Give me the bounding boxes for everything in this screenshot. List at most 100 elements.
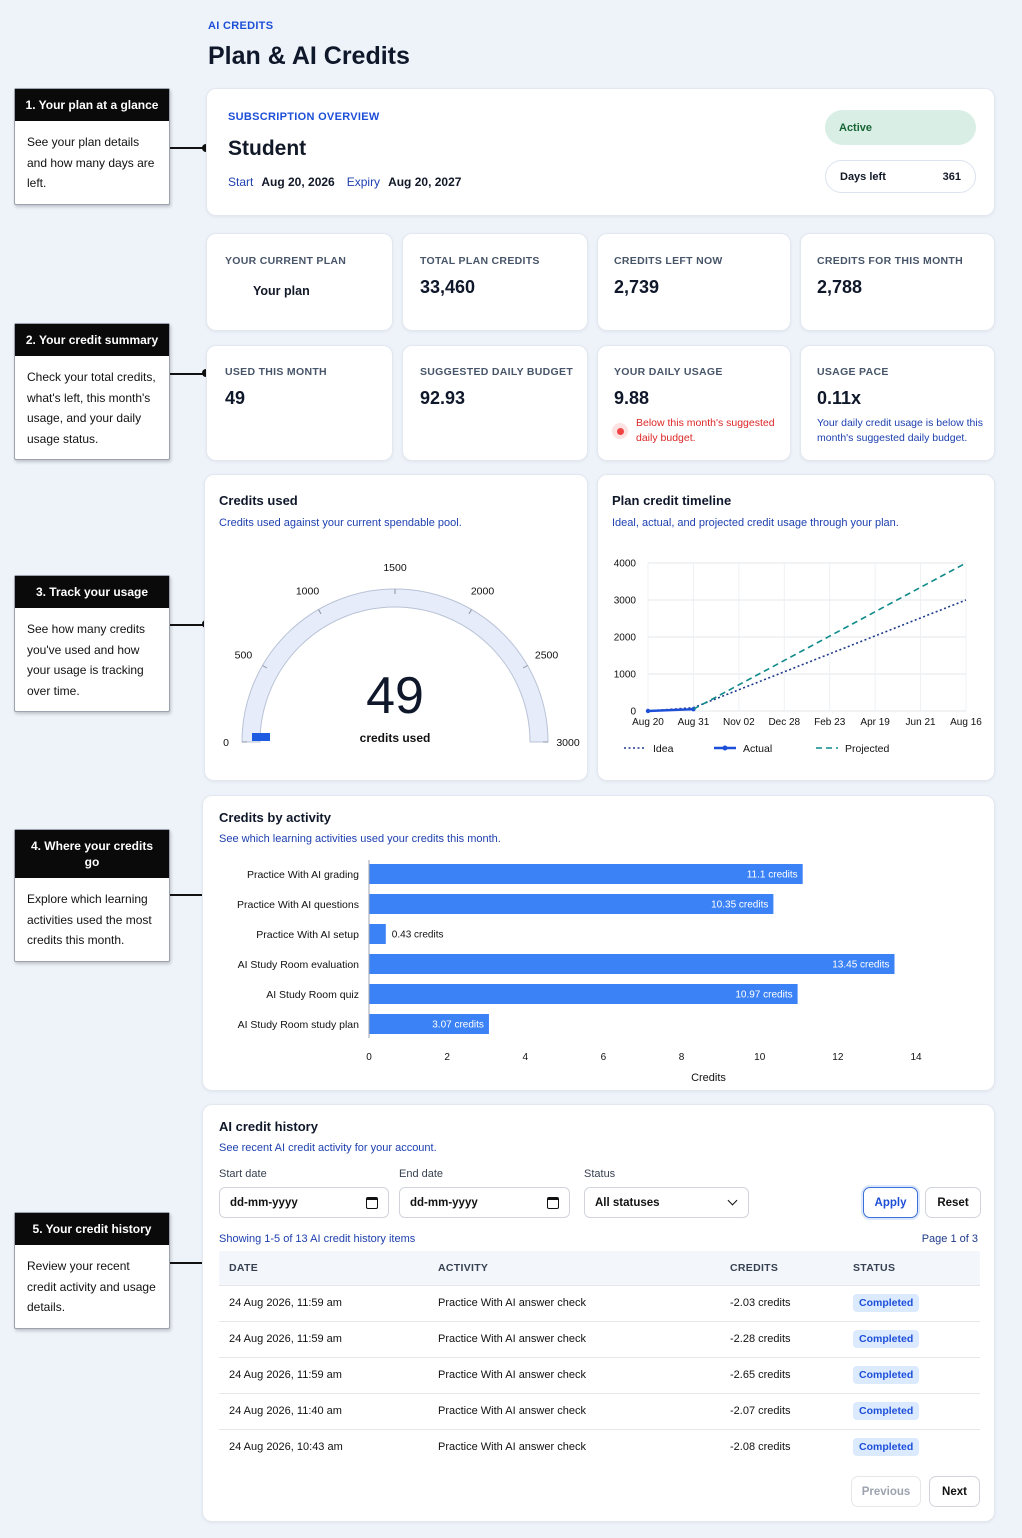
column-header: STATUS (843, 1251, 980, 1285)
calendar-icon[interactable] (547, 1197, 559, 1209)
gauge-tick (262, 665, 268, 669)
gauge-tick-label: 0 (223, 737, 229, 749)
callout-title: 3. Track your usage (15, 576, 169, 608)
stat-label: TOTAL PLAN CREDITS (420, 255, 540, 267)
status-badge: Completed (853, 1402, 920, 1420)
page-indicator: Page 1 of 3 (921, 1233, 978, 1245)
start-date-placeholder: dd-mm-yyyy (230, 1196, 298, 1209)
reset-button[interactable]: Reset (925, 1187, 981, 1218)
history-table: DATE ACTIVITY CREDITS STATUS 24 Aug 2026… (219, 1251, 980, 1465)
callout-body: See your plan details and how many days … (27, 135, 155, 190)
section-title: Credits used (219, 493, 298, 508)
row-date: 24 Aug 2026, 11:59 am (219, 1320, 428, 1357)
activity-bar (369, 1014, 489, 1034)
timeline-card: Plan credit timeline Ideal, actual, and … (597, 474, 995, 781)
category-label: AI Study Room quiz (266, 989, 359, 1001)
y-tick-label: 3000 (614, 596, 637, 607)
row-date: 24 Aug 2026, 10:43 am (219, 1428, 428, 1465)
gauge-tick-label: 500 (235, 650, 253, 662)
table-row: 24 Aug 2026, 11:59 am Practice With AI a… (219, 1284, 980, 1321)
start-date: Aug 20, 2026 (261, 175, 335, 189)
x-tick-label: 2 (444, 1052, 450, 1063)
bar-value-label: 10.35 credits (711, 900, 768, 911)
stat-label: YOUR DAILY USAGE (614, 366, 723, 378)
stat-value: 2,739 (614, 277, 660, 297)
x-tick-label: 4 (523, 1052, 529, 1063)
bar-value-label: 10.97 credits (735, 990, 792, 1001)
x-tick-label: 0 (366, 1052, 372, 1063)
x-tick-label: Dec 28 (768, 717, 800, 728)
page-title: Plan & AI Credits (208, 42, 410, 70)
stat-card-monthly-credits: CREDITS FOR THIS MONTH 2,788 (800, 233, 995, 331)
end-date-input[interactable]: dd-mm-yyyy (399, 1187, 570, 1218)
x-tick-label: Aug 20 (632, 717, 664, 728)
legend-label: Actual (743, 743, 772, 755)
next-page-button[interactable]: Next (929, 1476, 980, 1507)
gauge-tick (522, 665, 528, 669)
stat-card-credits-left: CREDITS LEFT NOW 2,739 (597, 233, 791, 331)
gauge-tick (318, 609, 322, 615)
x-tick-label: Apr 19 (860, 717, 890, 728)
row-activity: Practice With AI answer check (428, 1284, 720, 1321)
activity-bar (369, 924, 386, 944)
table-row: 24 Aug 2026, 11:59 am Practice With AI a… (219, 1320, 980, 1357)
previous-page-button[interactable]: Previous (851, 1476, 921, 1507)
days-left-value: 361 (942, 170, 961, 183)
stat-value: 49 (225, 388, 246, 408)
column-header: ACTIVITY (428, 1251, 720, 1285)
stat-note: Below this month's suggested daily budge… (636, 417, 775, 444)
x-tick-label: 12 (832, 1052, 844, 1063)
stat-label: SUGGESTED DAILY BUDGET (420, 366, 574, 378)
chart-grid (647, 562, 967, 712)
callout-title: 4. Where your credits go (15, 830, 169, 878)
chart-axes: 0 1000 2000 3000 4000 Aug 20 Aug 31 Nov 02 Dec 2… (614, 559, 983, 729)
x-tick-label: Nov 02 (723, 717, 755, 728)
category-label: Practice With AI questions (237, 899, 359, 911)
status-filter-select[interactable]: All statuses (584, 1187, 749, 1218)
start-date-input[interactable]: dd-mm-yyyy (219, 1187, 389, 1218)
chart-series (645, 562, 967, 714)
activity-bar (369, 894, 774, 914)
bar-value-label: 13.45 credits (832, 960, 889, 971)
expiry-date: Aug 20, 2027 (388, 175, 462, 189)
gauge-fill (252, 733, 270, 741)
category-label: AI Study Room study plan (238, 1019, 360, 1031)
x-tick-label: Feb 23 (814, 717, 846, 728)
category-label: Practice With AI grading (247, 869, 359, 881)
chevron-down-icon (727, 1195, 738, 1206)
chart-axis: 0 2 4 6 8 10 12 14 Credits (366, 860, 922, 1084)
row-credits: -2.65 credits (720, 1356, 843, 1393)
status-badge: Active (825, 110, 976, 145)
row-date: 24 Aug 2026, 11:59 am (219, 1356, 428, 1393)
stat-value: 9.88 (614, 388, 650, 408)
status-badge: Completed (853, 1438, 920, 1457)
section-subtitle: See which learning activities used your … (219, 833, 501, 845)
callout-title: 1. Your plan at a glance (15, 89, 169, 121)
section-title: Credits by activity (219, 810, 331, 825)
calendar-icon[interactable] (366, 1197, 378, 1209)
callout-title: 2. Your credit summary (15, 324, 169, 356)
x-tick-label: 6 (601, 1052, 607, 1063)
callout-body: Review your recent credit activity and u… (27, 1259, 156, 1314)
apply-button[interactable]: Apply (863, 1187, 918, 1218)
credits-gauge: 0 500 1000 1500 2000 2500 3000 49 credits used (223, 562, 580, 749)
x-tick-label: Aug 16 (950, 717, 982, 728)
gauge-tick-label: 1500 (383, 562, 407, 574)
bar-value-label: 11.1 credits (747, 870, 798, 881)
activity-card: Credits by activity See which learning a… (202, 795, 995, 1091)
row-activity: Practice With AI answer check (428, 1320, 720, 1357)
stat-note: Your daily credit usage is below this mo… (817, 417, 983, 444)
x-tick-label: Jun 21 (906, 717, 936, 728)
alert-icon (612, 423, 628, 439)
section-subtitle: Credits used against your current spenda… (219, 517, 462, 529)
y-tick-label: 0 (630, 707, 636, 718)
gauge-tick-label: 2000 (471, 585, 495, 597)
legend-label: Idea (653, 743, 674, 755)
series-line-idea (647, 599, 967, 712)
plan-dates: Start Aug 20, 2026 Expiry Aug 20, 2027 (228, 175, 461, 189)
table-row: 24 Aug 2026, 11:59 am Practice With AI a… (219, 1356, 980, 1393)
series-line-actual (647, 707, 694, 713)
series-point (645, 708, 651, 714)
column-header: CREDITS (720, 1251, 843, 1285)
category-label: Practice With AI setup (256, 929, 359, 941)
